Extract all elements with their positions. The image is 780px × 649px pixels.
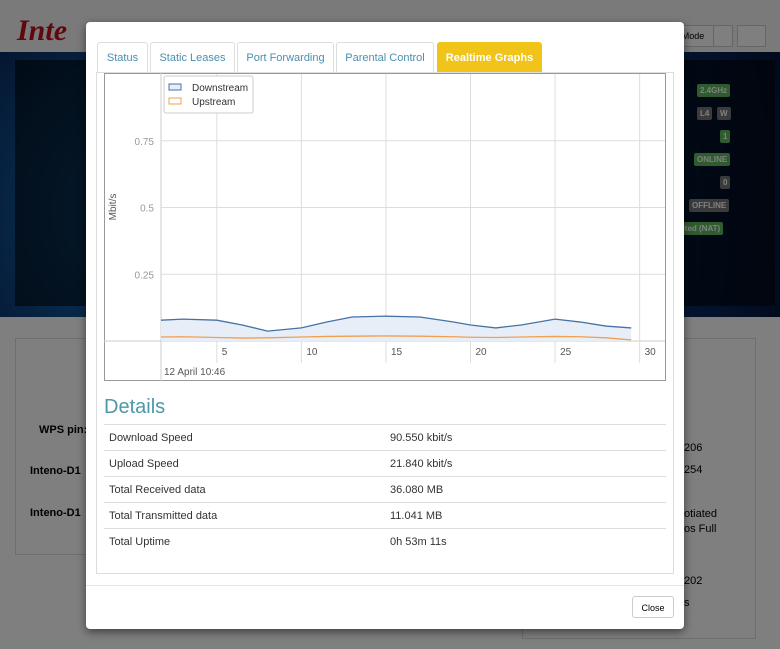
x-axis-label: 12 April 10:46 [164,367,226,378]
legend-swatch [168,97,182,105]
detail-label: Total Received data [109,484,206,496]
line [160,335,632,341]
detail-label: Upload Speed [109,458,179,470]
tab[interactable]: Port Forwarding [237,42,334,72]
legend-swatch [168,83,182,91]
detail-label: Download Speed [109,432,193,444]
details-title: Details [104,396,166,418]
legend [163,75,254,114]
x-tick-label: 15 [391,347,403,358]
detail-value: 0h 53m 11s [390,536,447,548]
detail-value: 90.550 kbit/s [390,432,453,444]
details-row: Total Transmitted data 11.041 MB [104,502,666,529]
tab-pane [96,72,674,574]
legend-label: Downstream [192,83,248,94]
detail-label: Total Transmitted data [109,510,218,522]
close-button[interactable]: Close [632,596,674,618]
x-tick-label: 20 [476,347,488,358]
tab[interactable]: Parental Control [336,42,434,72]
line [160,315,632,332]
y-axis-label: Mbit/s [108,194,119,221]
y-tick-label: 0.5 [140,204,154,215]
area [161,316,632,341]
y-tick-label: 0.75 [135,137,155,148]
tab[interactable]: Status [97,42,148,72]
graph: Mbit/s 12 April 10:46 0.25 0.5 0.75 5 10 15 20 25… [104,73,666,381]
detail-value: 36.080 MB [390,484,444,496]
x-tick-label: 30 [645,347,657,358]
x-tick-label: 25 [560,347,572,358]
tab[interactable]: Realtime Graphs [437,42,542,72]
y-tick-label: 0.25 [135,270,155,281]
detail-value: 21.840 kbit/s [390,458,453,470]
details-row: Download Speed 90.550 kbit/s [104,424,666,451]
detail-value: 11.041 MB [390,510,443,522]
modal-footer [86,585,684,586]
x-tick-label: 5 [222,347,228,358]
details-row: Total Received data 36.080 MB [104,476,666,503]
details-row: Upload Speed 21.840 kbit/s [104,450,666,477]
legend-label: Upstream [192,97,235,108]
x-tick-label: 10 [306,347,318,358]
details-row: Total Uptime 0h 53m 11s [104,528,666,555]
detail-label: Total Uptime [109,536,171,548]
tab[interactable]: Static Leases [150,42,235,72]
